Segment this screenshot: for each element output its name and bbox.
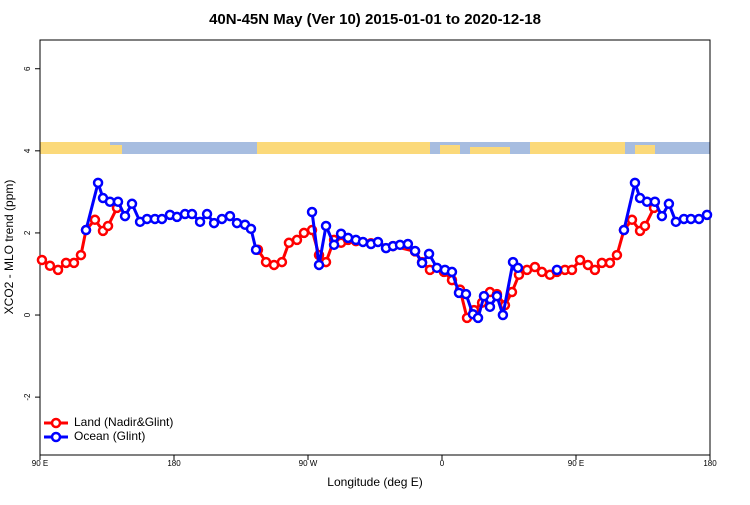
point bbox=[194, 216, 206, 228]
point bbox=[629, 177, 641, 189]
point bbox=[320, 220, 332, 232]
point bbox=[574, 254, 586, 266]
plot-frame bbox=[39, 39, 711, 456]
y-tick-label: 6 bbox=[23, 66, 32, 71]
point bbox=[80, 224, 92, 236]
land-ocean-strip bbox=[40, 142, 710, 154]
point bbox=[478, 290, 490, 302]
x-tick-label: 0 bbox=[440, 459, 445, 468]
point bbox=[112, 196, 124, 207]
point bbox=[589, 264, 601, 276]
point bbox=[186, 208, 198, 220]
point bbox=[36, 254, 48, 266]
point bbox=[497, 309, 509, 321]
point bbox=[224, 210, 236, 222]
x-axis-label: Longitude (deg E) bbox=[327, 475, 422, 489]
point bbox=[156, 213, 168, 225]
point bbox=[649, 196, 661, 207]
point bbox=[491, 290, 503, 302]
point bbox=[460, 288, 472, 300]
point bbox=[484, 301, 496, 313]
point bbox=[566, 264, 578, 276]
point bbox=[306, 206, 318, 218]
point bbox=[291, 234, 303, 246]
point bbox=[639, 220, 651, 232]
point bbox=[409, 245, 421, 257]
x-tick-label: 90 E bbox=[568, 459, 584, 468]
legend-marker bbox=[50, 417, 62, 429]
point bbox=[245, 223, 257, 235]
point bbox=[529, 261, 541, 273]
point bbox=[126, 198, 138, 210]
point bbox=[423, 248, 435, 260]
point bbox=[611, 249, 623, 261]
y-tick-label: -2 bbox=[23, 393, 32, 401]
point bbox=[52, 264, 64, 276]
legend-marker bbox=[50, 431, 62, 443]
point bbox=[201, 208, 213, 220]
point bbox=[618, 224, 630, 236]
point bbox=[102, 220, 114, 232]
point bbox=[582, 259, 594, 271]
series-line bbox=[84, 177, 708, 321]
point bbox=[75, 249, 87, 261]
series-line bbox=[41, 207, 656, 322]
point bbox=[512, 262, 524, 274]
point bbox=[250, 244, 262, 256]
point bbox=[89, 214, 101, 226]
point bbox=[402, 238, 414, 250]
point bbox=[416, 257, 428, 269]
point bbox=[446, 266, 458, 278]
point bbox=[472, 312, 484, 324]
point bbox=[231, 217, 243, 229]
point bbox=[626, 214, 638, 226]
point bbox=[431, 262, 443, 274]
point bbox=[276, 256, 288, 268]
chart-title: 40N-45N May (Ver 10) 2015-01-01 to 2020-… bbox=[209, 11, 541, 28]
point bbox=[372, 236, 384, 248]
point bbox=[328, 239, 340, 251]
legend-label: Land (Nadir&Glint) bbox=[74, 415, 173, 429]
point bbox=[313, 259, 325, 271]
point bbox=[701, 209, 713, 221]
y-tick-label: 0 bbox=[23, 312, 32, 317]
point bbox=[663, 198, 675, 210]
point bbox=[68, 257, 80, 269]
point bbox=[551, 264, 563, 276]
point bbox=[208, 217, 220, 229]
x-tick-label: 90 E bbox=[32, 459, 48, 468]
point bbox=[604, 257, 616, 269]
y-tick-label: 4 bbox=[23, 148, 32, 153]
x-tick-label: 180 bbox=[703, 459, 717, 468]
point bbox=[693, 213, 705, 225]
x-tick-label: 90 W bbox=[299, 459, 318, 468]
y-axis-label: XCO2 - MLO trend (ppm) bbox=[2, 180, 16, 315]
point bbox=[92, 177, 104, 189]
point bbox=[119, 210, 131, 222]
point bbox=[357, 236, 369, 248]
y-tick-label: 2 bbox=[23, 230, 32, 235]
x-tick-label: 180 bbox=[167, 459, 181, 468]
legend-label: Ocean (Glint) bbox=[74, 429, 145, 443]
point bbox=[656, 210, 668, 222]
point bbox=[44, 260, 56, 272]
